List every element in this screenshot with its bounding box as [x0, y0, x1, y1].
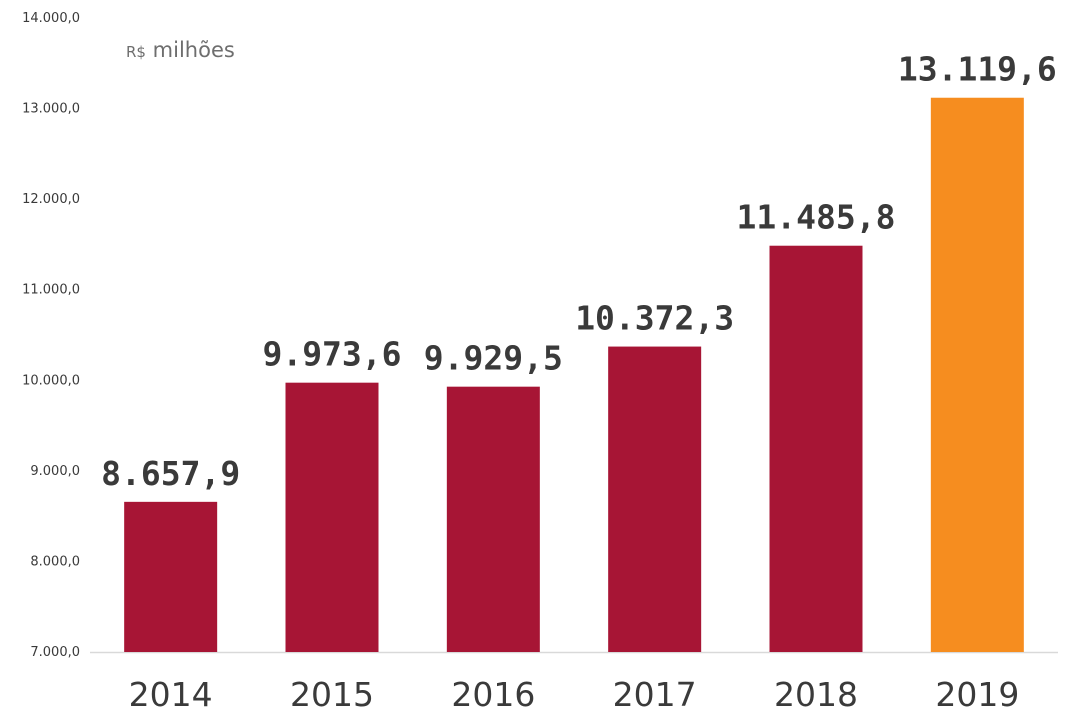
bar-2019	[930, 97, 1024, 653]
bar-2014	[124, 501, 218, 652]
y-tick-label: 8.000,0	[30, 554, 80, 569]
y-axis: 7.000,0 8.000,0 9.000,0 10.000,0 11.000,0 12.…	[22, 11, 80, 660]
x-tick-label-2016: 2016	[451, 675, 535, 714]
x-axis-labels: 2014 2015 2016 2017 2018 2019	[129, 675, 1020, 714]
x-tick-label-2017: 2017	[613, 675, 697, 714]
x-tick-label-2014: 2014	[129, 675, 213, 714]
value-label-2015: 9.973,6	[262, 335, 401, 374]
unit-label: R$ milhões	[126, 38, 235, 62]
y-tick-label: 14.000,0	[22, 11, 80, 26]
y-tick-label: 13.000,0	[22, 102, 80, 117]
x-tick-label-2018: 2018	[774, 675, 858, 714]
bar-2016	[446, 386, 540, 652]
value-label-2016: 9.929,5	[424, 339, 563, 378]
bar-2017	[608, 346, 702, 652]
value-label-2019: 13.119,6	[898, 50, 1057, 89]
unit-prefix: R$	[126, 43, 146, 61]
unit-text: milhões	[152, 38, 235, 62]
y-tick-label: 9.000,0	[30, 464, 80, 479]
y-tick-label: 7.000,0	[30, 645, 80, 660]
y-tick-label: 10.000,0	[22, 373, 80, 388]
y-tick-label: 12.000,0	[22, 192, 80, 207]
value-labels: 8.657,9 9.973,6 9.929,5 10.372,3 11.485,8 13.…	[101, 50, 1057, 493]
value-label-2017: 10.372,3	[575, 299, 734, 338]
x-tick-label-2015: 2015	[290, 675, 374, 714]
bar-2018	[769, 245, 863, 652]
value-label-2018: 11.485,8	[737, 198, 896, 237]
value-label-2014: 8.657,9	[101, 454, 240, 493]
bar-2015	[285, 382, 379, 652]
x-tick-label-2019: 2019	[935, 675, 1019, 714]
y-tick-label: 11.000,0	[22, 283, 80, 298]
bars	[124, 97, 1024, 653]
